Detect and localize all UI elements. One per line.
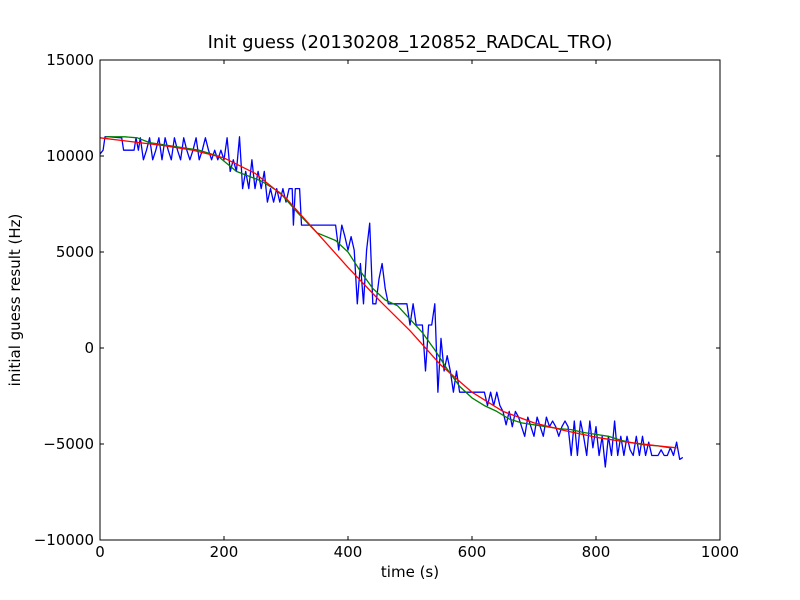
x-tick-label: 200 bbox=[210, 543, 239, 561]
plot-frame bbox=[99, 59, 721, 541]
y-tick-label: 0 bbox=[84, 339, 94, 357]
series-line-1 bbox=[99, 136, 684, 468]
y-tick-label: 5000 bbox=[56, 243, 94, 261]
chart-title: Init guess (20130208_120852_RADCAL_TRO) bbox=[208, 32, 613, 53]
y-axis-label: initial guess result (Hz) bbox=[6, 214, 24, 387]
x-tick-label: 600 bbox=[458, 543, 487, 561]
x-tick-label: 400 bbox=[334, 543, 363, 561]
y-tick-label: 15000 bbox=[46, 51, 94, 69]
y-tick-label: 10000 bbox=[46, 147, 94, 165]
y-tick-label: −10000 bbox=[34, 531, 94, 549]
ticks-layer: 0 200 400 600 800 1000 −10000 −5000 0 5000 10000 15… bbox=[34, 51, 739, 561]
series-line-2 bbox=[106, 136, 671, 449]
series-line-3 bbox=[99, 137, 677, 449]
x-tick-label: 0 bbox=[95, 543, 105, 561]
x-axis-label: time (s) bbox=[381, 563, 439, 581]
x-tick-label: 800 bbox=[582, 543, 611, 561]
x-tick-label: 1000 bbox=[701, 543, 739, 561]
y-tick-label: −5000 bbox=[43, 435, 94, 453]
series-layer bbox=[99, 136, 684, 468]
